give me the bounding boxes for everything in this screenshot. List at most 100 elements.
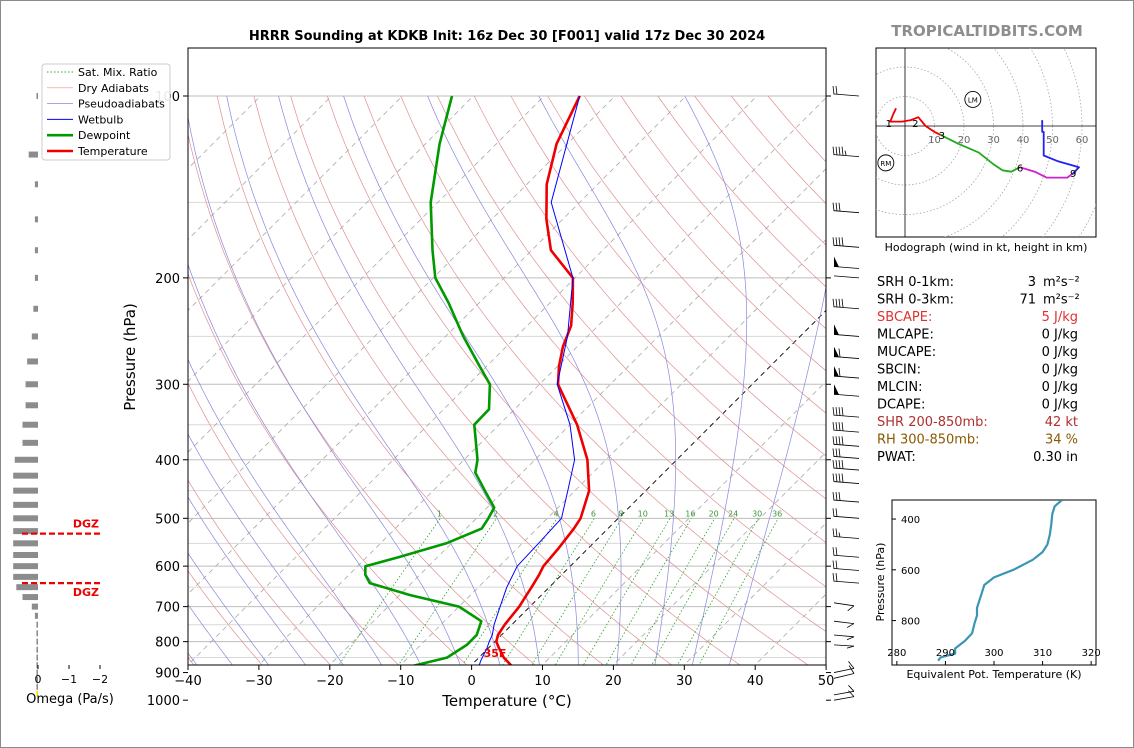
omega-panel: DGZ DGZ 0 −1 −2 xyxy=(13,93,108,697)
dgz-label: DGZ xyxy=(73,586,99,599)
barb-full xyxy=(835,508,838,517)
theta-e-y-tick-label: 600 xyxy=(901,566,920,577)
barb-full xyxy=(832,547,835,556)
barb-full xyxy=(832,508,835,517)
barb-shaft xyxy=(833,443,860,447)
index-unit: m²s⁻² xyxy=(1043,293,1080,308)
omega-bar xyxy=(25,381,38,388)
x-tick-label: 40 xyxy=(747,674,764,689)
mixing-ratio-label: 10 xyxy=(638,509,648,518)
wind-barb xyxy=(833,690,855,701)
mixing-ratio-label: 13 xyxy=(664,509,674,518)
theta-e-panel: 280 290 300 310 320 400 600 800 xyxy=(887,500,1101,665)
barb-shaft xyxy=(833,467,860,471)
omega-bar xyxy=(36,676,38,683)
isotherm-line xyxy=(541,380,826,665)
index-value: 0 J/kg xyxy=(1042,328,1078,343)
wind-barb xyxy=(832,85,860,97)
isotherm-line xyxy=(188,95,616,524)
omega-bar xyxy=(36,654,38,661)
index-value: 0.30 in xyxy=(1033,450,1078,465)
index-value: 0 J/kg xyxy=(1042,363,1078,378)
index-label: PWAT: xyxy=(877,450,916,465)
omega-bar xyxy=(36,683,38,690)
wind-barb xyxy=(832,146,860,158)
sounding-indices: SRH 0-1km: 3 m²s⁻² SRH 0-3km: 71 m²s⁻² SBCAPE:… xyxy=(877,275,1080,465)
barb-half xyxy=(838,532,841,538)
omega-bar xyxy=(27,358,38,365)
x-tick-label: 0 xyxy=(467,674,475,689)
barb-full xyxy=(832,407,835,416)
barb-full xyxy=(838,146,841,156)
isotherm-line xyxy=(188,95,545,453)
barb-full xyxy=(835,528,838,538)
pseudoadiabat xyxy=(226,95,501,665)
x-tick-label: −10 xyxy=(387,674,414,689)
isotherm-line xyxy=(0,96,48,713)
x-tick-label: 10 xyxy=(534,674,551,689)
legend-label: Pseudoadiabats xyxy=(78,98,165,111)
index-label: MLCAPE: xyxy=(877,328,934,343)
barb-shaft xyxy=(833,154,860,158)
index-label: SRH 0-1km: xyxy=(877,275,954,290)
barb-full xyxy=(835,448,838,457)
barb-shaft xyxy=(833,456,860,459)
mixing-ratio-label: 6 xyxy=(591,509,596,518)
barb-full xyxy=(835,146,838,156)
barb-shaft xyxy=(833,515,860,519)
hodograph-trace xyxy=(939,133,1021,173)
wind-barbs xyxy=(832,85,860,701)
wind-barb xyxy=(832,448,860,459)
barb-full xyxy=(835,547,838,556)
barb-full xyxy=(838,407,841,416)
legend-box xyxy=(41,63,171,161)
barb-pennant xyxy=(834,256,839,267)
y-tick-label: 800 xyxy=(155,636,180,651)
isotherm-line xyxy=(188,95,687,595)
barb-full xyxy=(832,298,835,308)
skewt-background-lines xyxy=(0,95,826,713)
mixing-ratio-line xyxy=(554,518,645,665)
hodograph-frame xyxy=(875,47,1097,238)
skewt-x-axis-label: Temperature (°C) xyxy=(441,692,571,710)
pseudoadiabat xyxy=(188,358,382,665)
index-value: 42 kt xyxy=(1045,415,1078,430)
index-label: SRH 0-3km: xyxy=(877,293,954,308)
barb-full xyxy=(835,407,838,416)
isotherm-line xyxy=(612,451,826,665)
isotherm-line xyxy=(188,95,403,311)
wind-barb xyxy=(833,634,855,641)
storm-motion-label: RM xyxy=(880,160,891,168)
y-tick-label: 600 xyxy=(155,560,180,575)
omega-bar xyxy=(36,630,38,637)
barb-full xyxy=(841,146,844,156)
theta-e-x-tick-label: 320 xyxy=(1082,648,1101,659)
omega-bar xyxy=(34,216,38,223)
hodograph-height-label: 6 xyxy=(1017,163,1023,174)
barb-full xyxy=(835,85,838,95)
y-tick-label: 700 xyxy=(155,601,180,616)
omega-bar xyxy=(33,305,38,312)
theta-e-line xyxy=(937,500,1063,662)
hodograph-range-label: 60 xyxy=(1076,135,1089,146)
omega-bar xyxy=(34,181,38,188)
barb-shaft xyxy=(833,644,855,647)
barb-shaft xyxy=(833,414,860,418)
wind-barb xyxy=(832,492,860,503)
barb-flag xyxy=(848,661,855,669)
index-label: MLCIN: xyxy=(877,380,922,395)
index-value: 34 % xyxy=(1045,433,1078,448)
skewt-y-axis-label: Pressure (hPa) xyxy=(121,303,139,411)
legend-label: Sat. Mix. Ratio xyxy=(78,66,158,79)
index-unit: m²s⁻² xyxy=(1043,275,1080,290)
mixing-ratio-label: 4 xyxy=(554,509,559,518)
omega-bar xyxy=(36,93,38,99)
dry-adiabat xyxy=(188,132,536,665)
wind-barb xyxy=(832,560,860,571)
x-tick-label: −20 xyxy=(316,674,343,689)
barb-full xyxy=(832,473,835,483)
barb-flag xyxy=(848,690,855,697)
isotherm-line xyxy=(754,593,826,665)
index-label: RH 300-850mb: xyxy=(877,433,980,448)
pseudoadiabat xyxy=(427,95,622,665)
